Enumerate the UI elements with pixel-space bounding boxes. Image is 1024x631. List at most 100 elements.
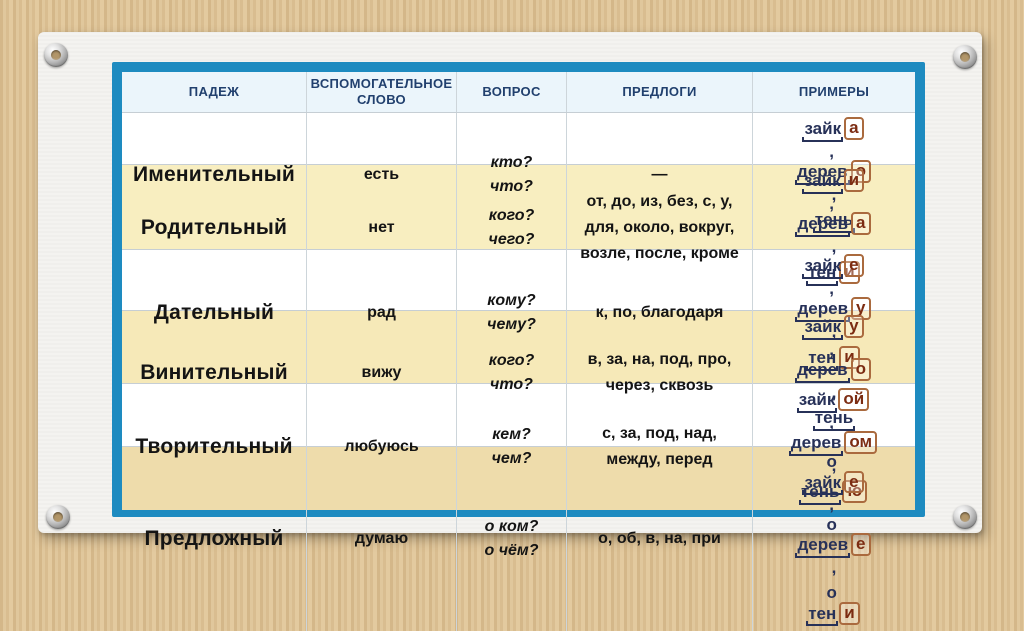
ending-box: е [844,470,864,494]
prepositions-cell: о, об, в, на, при [567,447,753,631]
poster-card: ПАДЕЖ ВСПОМОГАТЕЛЬНОЕ СЛОВО ВОПРОС ПРЕДЛОГИ… [38,32,982,631]
question-cell: кем? чем? [457,384,567,510]
case-name-cell: Родительный [122,165,307,291]
column-header: ВСПОМОГАТЕЛЬНОЕ СЛОВО [307,72,457,112]
ending-box: ой [838,388,870,411]
word-stem: тен [806,604,839,627]
grommet-pin-icon [44,43,68,67]
example-line: тен и [806,346,861,371]
ending-box: е [851,533,871,557]
example-word: тень [812,408,855,431]
table-header-row: ПАДЕЖ ВСПОМОГАТЕЛЬНОЕ СЛОВО ВОПРОС ПРЕДЛОГИ… [122,72,915,112]
word-stem: дерев [795,162,850,185]
grommet-pin-icon [953,505,977,529]
table-row: Дательный рад кому? чему? к, по, благодаря з… [122,249,915,376]
word-stem: дерев [795,299,850,322]
example-line: о тен и [806,583,861,627]
word-separator: , [831,382,837,402]
ending-box: и [839,601,860,625]
word-stem: зайк [801,171,843,194]
word-stem: тен [806,348,839,371]
example-word: зайк а, [796,117,872,161]
column-header: ПРЕДЛОГИ [567,72,753,112]
example-word: зайк ой, [790,388,878,432]
example-line: зайк ой, дерев ом, [788,388,878,475]
example-line: зайк е, дерев у, [795,254,871,341]
word-stem: дерев [795,535,850,558]
word-separator: , [829,339,839,359]
helper-word-cell: любуюсь [307,384,457,510]
example-line: тень [812,210,855,233]
example-word: тень [812,210,855,233]
grommet-pin-icon [953,45,977,69]
word-separator: , [831,321,837,341]
ending-box: и [839,346,860,370]
column-header: ПАДЕЖ [122,72,307,112]
word-stem: тень [798,482,841,505]
prepositions-cell: от, до, из, без, с, у, для, около, вокру… [567,165,753,291]
word-separator: , [829,141,839,161]
table-row: Творительный любуюсь кем? чем? с, за, под, … [122,383,915,510]
column-header: ПРИМЕРЫ [798,83,870,99]
word-stem: зайк [802,473,843,496]
example-line: зайк у, дерев о, [795,315,872,402]
word-stem: зайк [796,390,838,413]
example-line: зайк и, дерев а, [795,169,871,256]
ending-box: о [850,358,871,381]
ending-box: а [844,117,864,140]
examples-cell: зайк е, дерев у, тен и [753,250,915,376]
ending-box: у [844,315,864,338]
example-word: зайк у, [796,315,872,359]
example-word: дерев о, [795,358,872,402]
example-word: тень ю [798,480,868,505]
cases-table: ПАДЕЖ ВСПОМОГАТЕЛЬНОЕ СЛОВО ВОПРОС ПРЕДЛОГИ… [112,62,925,631]
question-cell: о ком? о чём? [457,447,567,631]
word-stem: дерев [795,360,850,383]
word-stem: зайк [802,317,843,340]
ending-box: и [843,169,865,192]
example-word: дерев у, [795,297,871,341]
word-prefix: о [826,452,842,471]
example-word: зайк и, [796,169,871,213]
ending-box: а [851,212,871,235]
example-word: тен и [806,346,861,371]
example-word: о тен и [806,583,861,627]
word-separator: , [829,412,839,432]
example-word: о дерев е, [795,514,871,578]
ending-box: ом [844,431,878,454]
word-separator: , [831,455,837,475]
case-name-cell: Винительный [122,311,307,436]
question-cell: кого? что? [457,311,567,436]
example-word: дерев ом, [788,431,878,475]
prepositions-cell: с, за, под, над, между, перед [567,384,753,510]
word-separator: , [829,193,839,213]
examples-cell: зайк у, дерев о, тень [753,311,915,436]
prepositions-cell: в, за, на, под, про, через, сквозь [567,311,753,436]
examples-cell: зайк ой, дерев ом, тень ю [753,384,915,510]
word-stem: тень [812,408,855,431]
helper-word-cell: нет [307,165,457,291]
word-stem: дерев [788,433,843,456]
helper-word-cell: вижу [307,311,457,436]
word-separator: , [829,278,839,298]
grommet-pin-icon [46,505,70,529]
word-separator: , [831,184,837,204]
word-separator: , [831,236,837,256]
helper-word-cell: думаю [307,447,457,631]
word-prefix: о [826,583,842,603]
example-line: тень [812,408,855,431]
case-name-cell: Творительный [122,384,307,510]
word-stem: зайк [802,119,843,142]
word-stem: тень [812,210,855,233]
table-row: Родительный нет кого? чего? от, до, из, без… [122,164,915,291]
word-prefix: о [826,514,842,534]
case-name-cell: Предложный [122,447,307,631]
ending-box: е [844,254,864,277]
ending-box: ю [842,480,868,504]
example-word: о зайк е, [796,452,871,515]
word-separator: , [831,557,837,577]
question-cell: кого? чего? [457,165,567,291]
example-line: о зайк е, о дерев е, [795,452,871,578]
word-stem: дерев [795,214,850,237]
example-line: тень ю [798,480,868,505]
